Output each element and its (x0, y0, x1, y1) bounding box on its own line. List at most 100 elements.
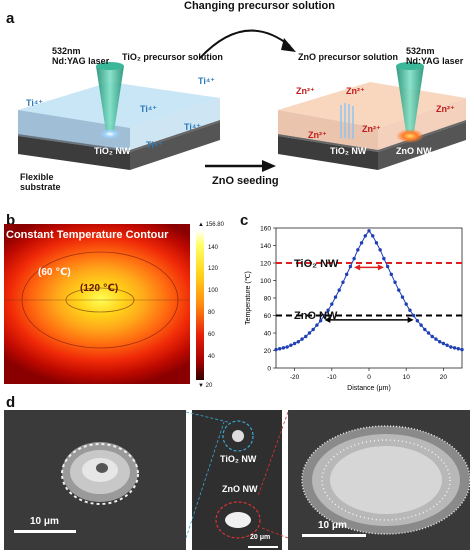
zn-ion: Zn²⁺ (308, 130, 327, 140)
plot-frame (275, 227, 463, 369)
data-point (352, 256, 356, 261)
zn-ion: Zn²⁺ (296, 86, 315, 96)
data-point (356, 248, 360, 252)
ti-ion: Ti⁴⁺ (146, 140, 164, 150)
left-nw-label: TiO₂ NW (94, 146, 131, 156)
data-point (292, 341, 297, 346)
colorbar (196, 230, 204, 380)
right-laser-line2: Nd:YAG laser (406, 56, 464, 66)
y-tick-label: 60 (264, 313, 272, 320)
x-tick-label: 0 (367, 374, 371, 381)
data-point (318, 319, 323, 323)
data-point (397, 288, 401, 292)
y-axis-label: Temperature (℃) (245, 271, 252, 325)
left-substrate-front (18, 136, 130, 170)
data-point (326, 308, 330, 312)
data-point (348, 264, 353, 269)
data-point (281, 346, 286, 350)
left-laser-beam (96, 66, 124, 132)
data-point (408, 308, 412, 312)
colorbar-min: ▼ 20 (198, 383, 213, 389)
data-point (419, 323, 423, 327)
left-solution-top (18, 82, 220, 128)
data-point (344, 272, 349, 277)
left-laser-line2: Nd:YAG laser (52, 56, 110, 66)
y-tick-label: 80 (264, 296, 272, 303)
data-point (315, 323, 319, 327)
contour-lines (4, 251, 190, 349)
scale-bar (302, 534, 366, 537)
colorbar-tick: 140 (208, 245, 219, 251)
sem-image-zno-zoom: 10 μm (288, 410, 470, 550)
data-point (337, 288, 341, 292)
ti-ion: Ti⁴⁺ (198, 76, 216, 86)
colorbar-tick: 40 (208, 354, 215, 360)
data-point (389, 272, 394, 277)
panel-a-schematic (18, 29, 466, 172)
left-substrate-side (130, 122, 220, 170)
zno-threshold-label: ZnO NW (294, 310, 338, 322)
tio2-threshold-label: TiO₂ NW (294, 258, 339, 270)
scale-bar (248, 546, 278, 548)
left-laser-line1: 532nm (52, 46, 81, 56)
tio2-width-arrow-head-left (354, 264, 361, 271)
top-caption: Changing precursor solution (184, 0, 335, 12)
y-tick-label: 40 (264, 331, 272, 338)
data-point (274, 347, 278, 352)
data-point (382, 256, 386, 261)
data-point (296, 340, 301, 344)
right-solution-label: ZnO precursor solution (298, 52, 399, 62)
data-point (333, 295, 338, 299)
x-tick-label: 20 (440, 374, 448, 381)
zn-ion: Zn²⁺ (362, 124, 381, 134)
data-point (411, 313, 416, 318)
contour-outer-label: (60 ℃) (38, 267, 71, 278)
curved-arrow (199, 29, 291, 59)
mid-zno-label: ZnO NW (222, 484, 258, 494)
sem-image-tio2-zoom: 10 μm (4, 410, 186, 550)
data-point (311, 327, 315, 332)
zno-width-arrow-head-right (407, 316, 414, 323)
mid-scale-label: 20 μm (250, 534, 271, 541)
temperature-map (4, 224, 190, 384)
data-point (437, 340, 442, 344)
substrate-line2: substrate (20, 182, 61, 192)
scale-bar (14, 530, 76, 533)
panel-a-label: a (6, 10, 15, 27)
data-point (285, 345, 289, 349)
ti-ion: Ti⁴⁺ (140, 104, 158, 114)
tio2-nanowires (340, 103, 354, 139)
zn-ion: Zn²⁺ (346, 86, 365, 96)
data-point (289, 343, 293, 347)
data-point (404, 302, 408, 306)
zno-nanowire-field (301, 425, 470, 535)
data-point (449, 345, 453, 349)
contour-title: Constant Temperature Contour (6, 229, 169, 241)
tio2-width-arrow-head-right (377, 264, 384, 271)
y-tick-label: 100 (260, 278, 271, 285)
colorbar-tick: 120 (208, 266, 219, 272)
colorbar-tick: 80 (208, 310, 215, 316)
right-tio2-label: TiO₂ NW (330, 146, 367, 156)
data-point (456, 347, 460, 351)
data-point (304, 334, 308, 339)
mid-tio2-label: TiO₂ NW (220, 454, 257, 464)
data-point (378, 248, 382, 252)
x-tick-label: 10 (403, 374, 411, 381)
data-point (385, 264, 390, 269)
temperature-profile-chart: 0 20 40 60 80 100 120 140 160 -20 -10 0 10 20 Distance… (245, 226, 464, 392)
data-point (430, 334, 434, 339)
ti-ion: Ti⁴⁺ (26, 98, 44, 108)
x-tick-label: -10 (327, 374, 337, 381)
temperature-curve (275, 229, 463, 351)
right-scale-label: 10 μm (318, 520, 347, 531)
zn-ion: Zn²⁺ (436, 104, 455, 114)
y-tick-label: 0 (267, 366, 271, 373)
colorbar-tick: 100 (208, 288, 219, 294)
substrate-line1: Flexible (20, 172, 54, 182)
data-point (367, 229, 371, 233)
data-point (341, 280, 345, 284)
data-point (441, 341, 446, 346)
overview-features (215, 420, 261, 539)
seeding-caption: ZnO seeding (212, 175, 279, 187)
